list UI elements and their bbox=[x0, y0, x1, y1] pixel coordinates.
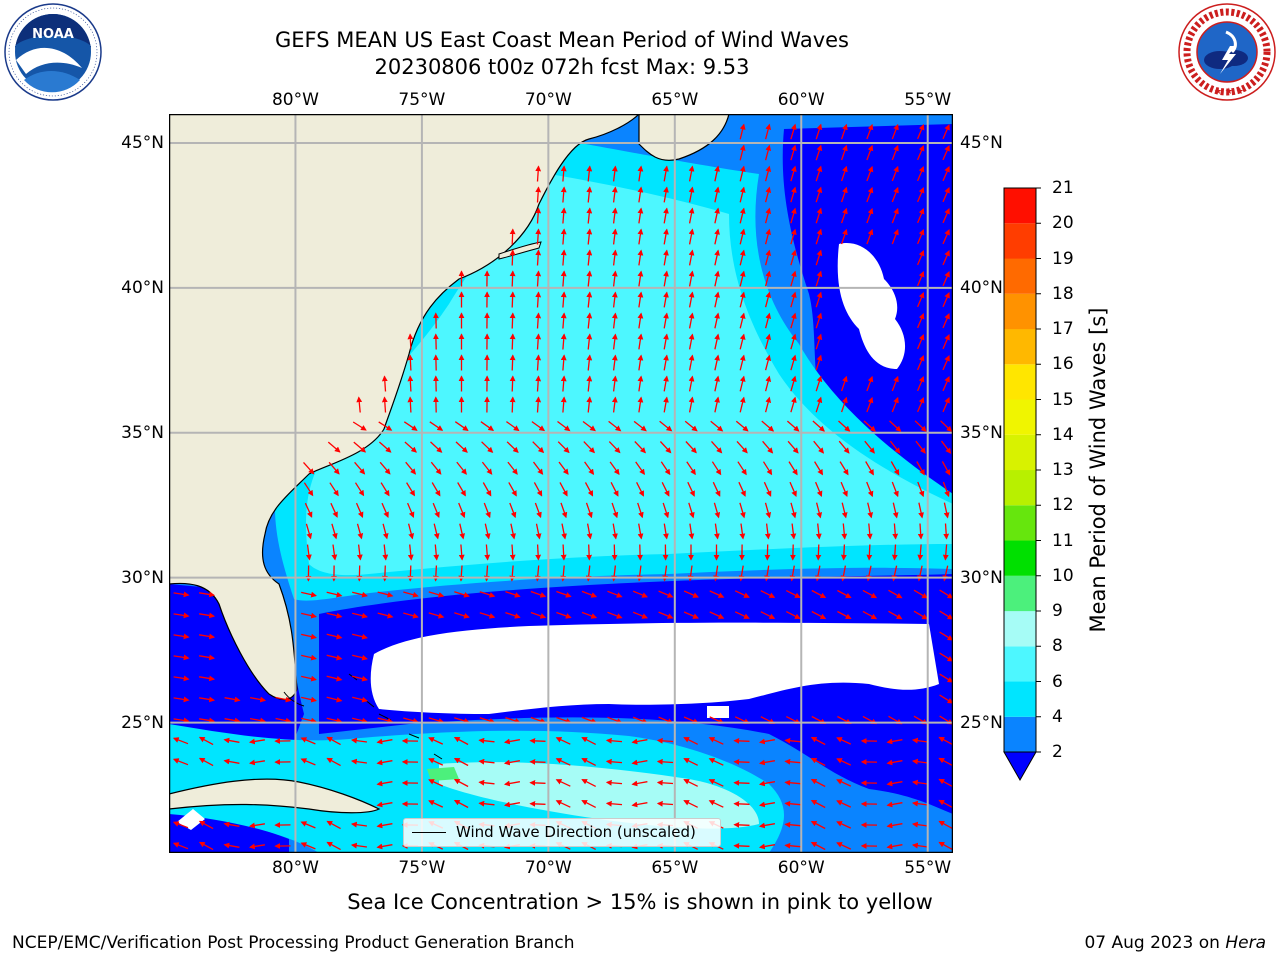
colorbar-title: Mean Period of Wind Waves [s] bbox=[1086, 308, 1110, 633]
direction-arrow bbox=[410, 398, 411, 413]
direction-arrow bbox=[512, 356, 513, 371]
colorbar-tick-label: 10 bbox=[1052, 566, 1074, 586]
direction-arrow bbox=[844, 545, 845, 560]
direction-arrow bbox=[589, 545, 590, 560]
colorbar-tick-label: 11 bbox=[1052, 531, 1074, 551]
wave-period-map bbox=[169, 114, 953, 853]
direction-arrow bbox=[531, 741, 546, 742]
lon-tick-label: 55°W bbox=[888, 858, 968, 878]
colorbar-tick-label: 16 bbox=[1052, 354, 1074, 374]
colorbar-bin bbox=[1004, 364, 1036, 399]
colorbar-tick-label: 18 bbox=[1052, 284, 1074, 304]
colorbar-bin bbox=[1004, 682, 1036, 717]
direction-arrow bbox=[735, 741, 750, 742]
direction-arrow bbox=[735, 846, 750, 847]
legend-label: Wind Wave Direction (unscaled) bbox=[456, 823, 696, 841]
lon-tick-label: 65°W bbox=[635, 90, 715, 110]
direction-arrow bbox=[512, 314, 513, 329]
colorbar-bin bbox=[1004, 329, 1036, 364]
chart-title-line2: 20230806 t00z 072h fcst Max: 9.53 bbox=[0, 54, 1124, 80]
direction-arrow bbox=[410, 335, 411, 350]
colorbar-tick-label: 2 bbox=[1052, 742, 1063, 762]
colorbar bbox=[998, 184, 1044, 788]
lat-tick-label: 45°N bbox=[960, 133, 1030, 153]
chart-title-line1: GEFS MEAN US East Coast Mean Period of W… bbox=[0, 27, 1124, 53]
colorbar-bin bbox=[1004, 223, 1036, 258]
colorbar-tick-label: 21 bbox=[1052, 178, 1074, 198]
colorbar-bin bbox=[1004, 611, 1036, 646]
lon-tick-label: 80°W bbox=[255, 90, 335, 110]
colorbar-bin bbox=[1004, 259, 1036, 294]
colorbar-tick-label: 8 bbox=[1052, 636, 1063, 656]
direction-arrow bbox=[735, 762, 750, 763]
lat-tick-label: 30°N bbox=[94, 568, 164, 588]
colorbar-bin bbox=[1004, 717, 1036, 752]
footer-date: 07 Aug 2023 on bbox=[1084, 933, 1225, 953]
colorbar-tick-label: 13 bbox=[1052, 460, 1074, 480]
direction-arrow bbox=[512, 272, 513, 287]
colorbar-bin bbox=[1004, 188, 1036, 223]
colorbar-under-extend bbox=[1004, 752, 1036, 780]
direction-arrow bbox=[735, 783, 750, 784]
direction-arrow bbox=[563, 545, 564, 560]
colorbar-tick-label: 15 bbox=[1052, 390, 1074, 410]
lat-tick-label: 40°N bbox=[94, 278, 164, 298]
direction-arrow bbox=[531, 762, 546, 763]
direction-arrow bbox=[512, 293, 513, 308]
lon-tick-label: 55°W bbox=[888, 90, 968, 110]
direction-arrow bbox=[512, 335, 513, 350]
colorbar-bin bbox=[1004, 400, 1036, 435]
footer-left: NCEP/EMC/Verification Post Processing Pr… bbox=[12, 933, 575, 953]
footer-host: Hera bbox=[1225, 933, 1266, 953]
colorbar-bin bbox=[1004, 470, 1036, 505]
colorbar-tick-label: 6 bbox=[1052, 672, 1063, 692]
map-legend: Wind Wave Direction (unscaled) bbox=[403, 818, 721, 847]
colorbar-bin bbox=[1004, 435, 1036, 470]
lon-tick-label: 60°W bbox=[761, 90, 841, 110]
lon-tick-label: 65°W bbox=[635, 858, 715, 878]
lat-tick-label: 25°N bbox=[94, 713, 164, 733]
colorbar-tick-label: 12 bbox=[1052, 495, 1074, 515]
colorbar-tick-label: 20 bbox=[1052, 213, 1074, 233]
direction-arrow bbox=[735, 804, 750, 805]
direction-arrow bbox=[410, 356, 411, 371]
direction-arrow bbox=[869, 545, 870, 560]
direction-arrow bbox=[410, 377, 411, 392]
direction-arrow bbox=[512, 251, 513, 266]
colorbar-bin bbox=[1004, 294, 1036, 329]
direction-arrow bbox=[818, 545, 819, 560]
colorbar-tick-label: 14 bbox=[1052, 425, 1074, 445]
legend-line-icon bbox=[412, 832, 446, 833]
lon-tick-label: 80°W bbox=[255, 858, 335, 878]
map-frame bbox=[169, 114, 953, 853]
nodata-tiny-patch bbox=[707, 706, 729, 718]
colorbar-bin bbox=[1004, 541, 1036, 576]
colorbar-bin bbox=[1004, 576, 1036, 611]
lon-tick-label: 70°W bbox=[508, 858, 588, 878]
svg-text:★ ★ ★: ★ ★ ★ bbox=[1214, 87, 1244, 97]
direction-arrow bbox=[735, 825, 750, 826]
direction-arrow bbox=[512, 230, 513, 245]
lon-tick-label: 70°W bbox=[508, 90, 588, 110]
colorbar-bin bbox=[1004, 646, 1036, 681]
sea-ice-caption: Sea Ice Concentration > 15% is shown in … bbox=[0, 890, 1280, 914]
lon-tick-label: 75°W bbox=[382, 90, 462, 110]
lon-tick-label: 60°W bbox=[761, 858, 841, 878]
direction-arrow bbox=[512, 398, 513, 413]
colorbar-tick-label: 17 bbox=[1052, 319, 1074, 339]
lon-tick-label: 75°W bbox=[382, 858, 462, 878]
footer-right: 07 Aug 2023 on Hera bbox=[1084, 933, 1266, 953]
lat-tick-label: 45°N bbox=[94, 133, 164, 153]
colorbar-tick-label: 4 bbox=[1052, 707, 1063, 727]
direction-arrow bbox=[512, 377, 513, 392]
colorbar-tick-label: 19 bbox=[1052, 249, 1074, 269]
nws-logo-icon: ★ ★ ★ bbox=[1176, 2, 1278, 102]
direction-arrow bbox=[531, 783, 546, 784]
direction-arrow bbox=[538, 545, 539, 560]
colorbar-tick-label: 9 bbox=[1052, 601, 1063, 621]
lat-tick-label: 35°N bbox=[94, 423, 164, 443]
region-9-10s-patch bbox=[427, 767, 459, 781]
direction-arrow bbox=[531, 804, 546, 805]
colorbar-bin bbox=[1004, 505, 1036, 540]
